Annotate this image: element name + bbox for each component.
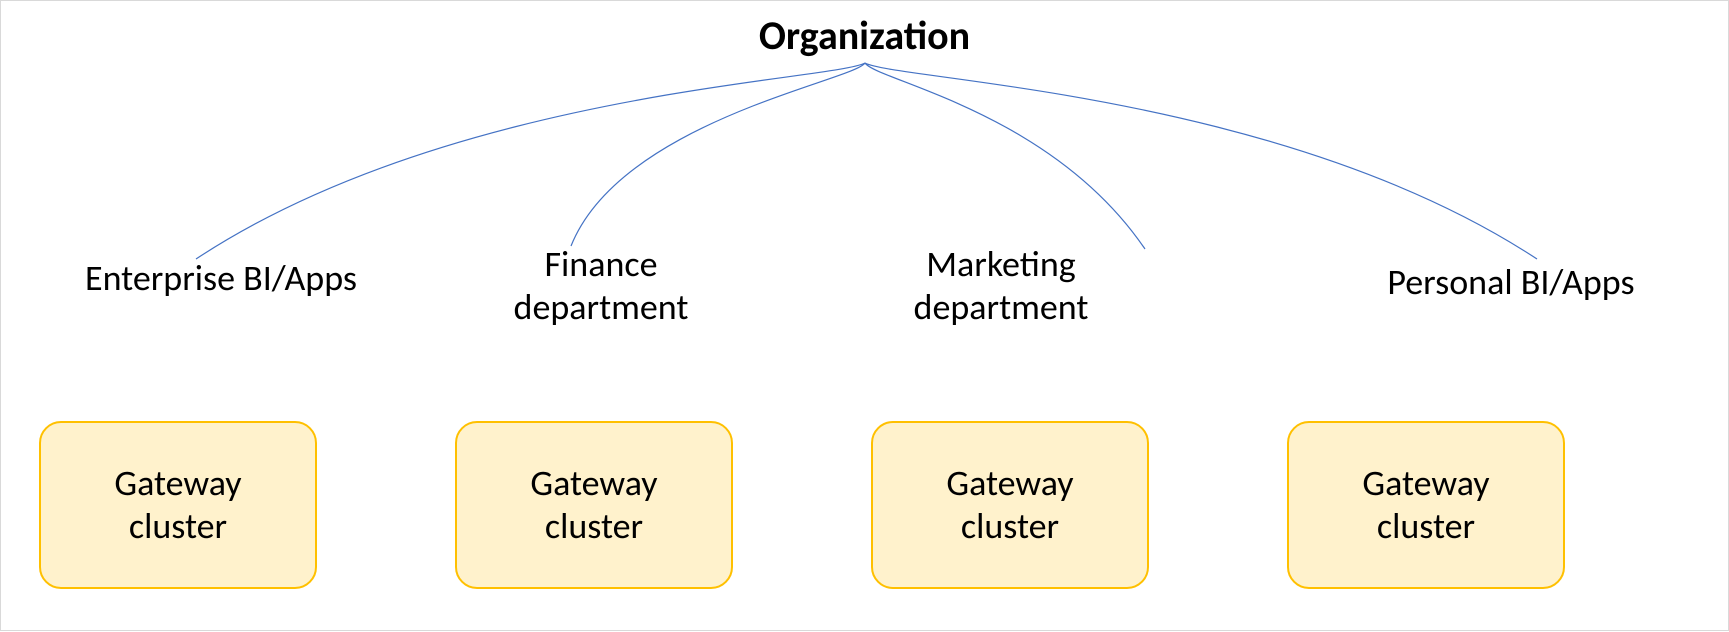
branch-label: Personal BI/Apps <box>1321 261 1701 304</box>
diagram-title: Organization <box>1 11 1728 60</box>
gateway-cluster-box: Gateway cluster <box>39 421 317 589</box>
gateway-cluster-box: Gateway cluster <box>1287 421 1565 589</box>
branch-label: Marketing department <box>831 243 1171 329</box>
gateway-cluster-box: Gateway cluster <box>455 421 733 589</box>
gateway-cluster-box: Gateway cluster <box>871 421 1149 589</box>
branch-label: Enterprise BI/Apps <box>31 257 411 300</box>
diagram-canvas: Organization Enterprise BI/Apps Finance … <box>0 0 1729 631</box>
branch-label: Finance department <box>431 243 771 329</box>
